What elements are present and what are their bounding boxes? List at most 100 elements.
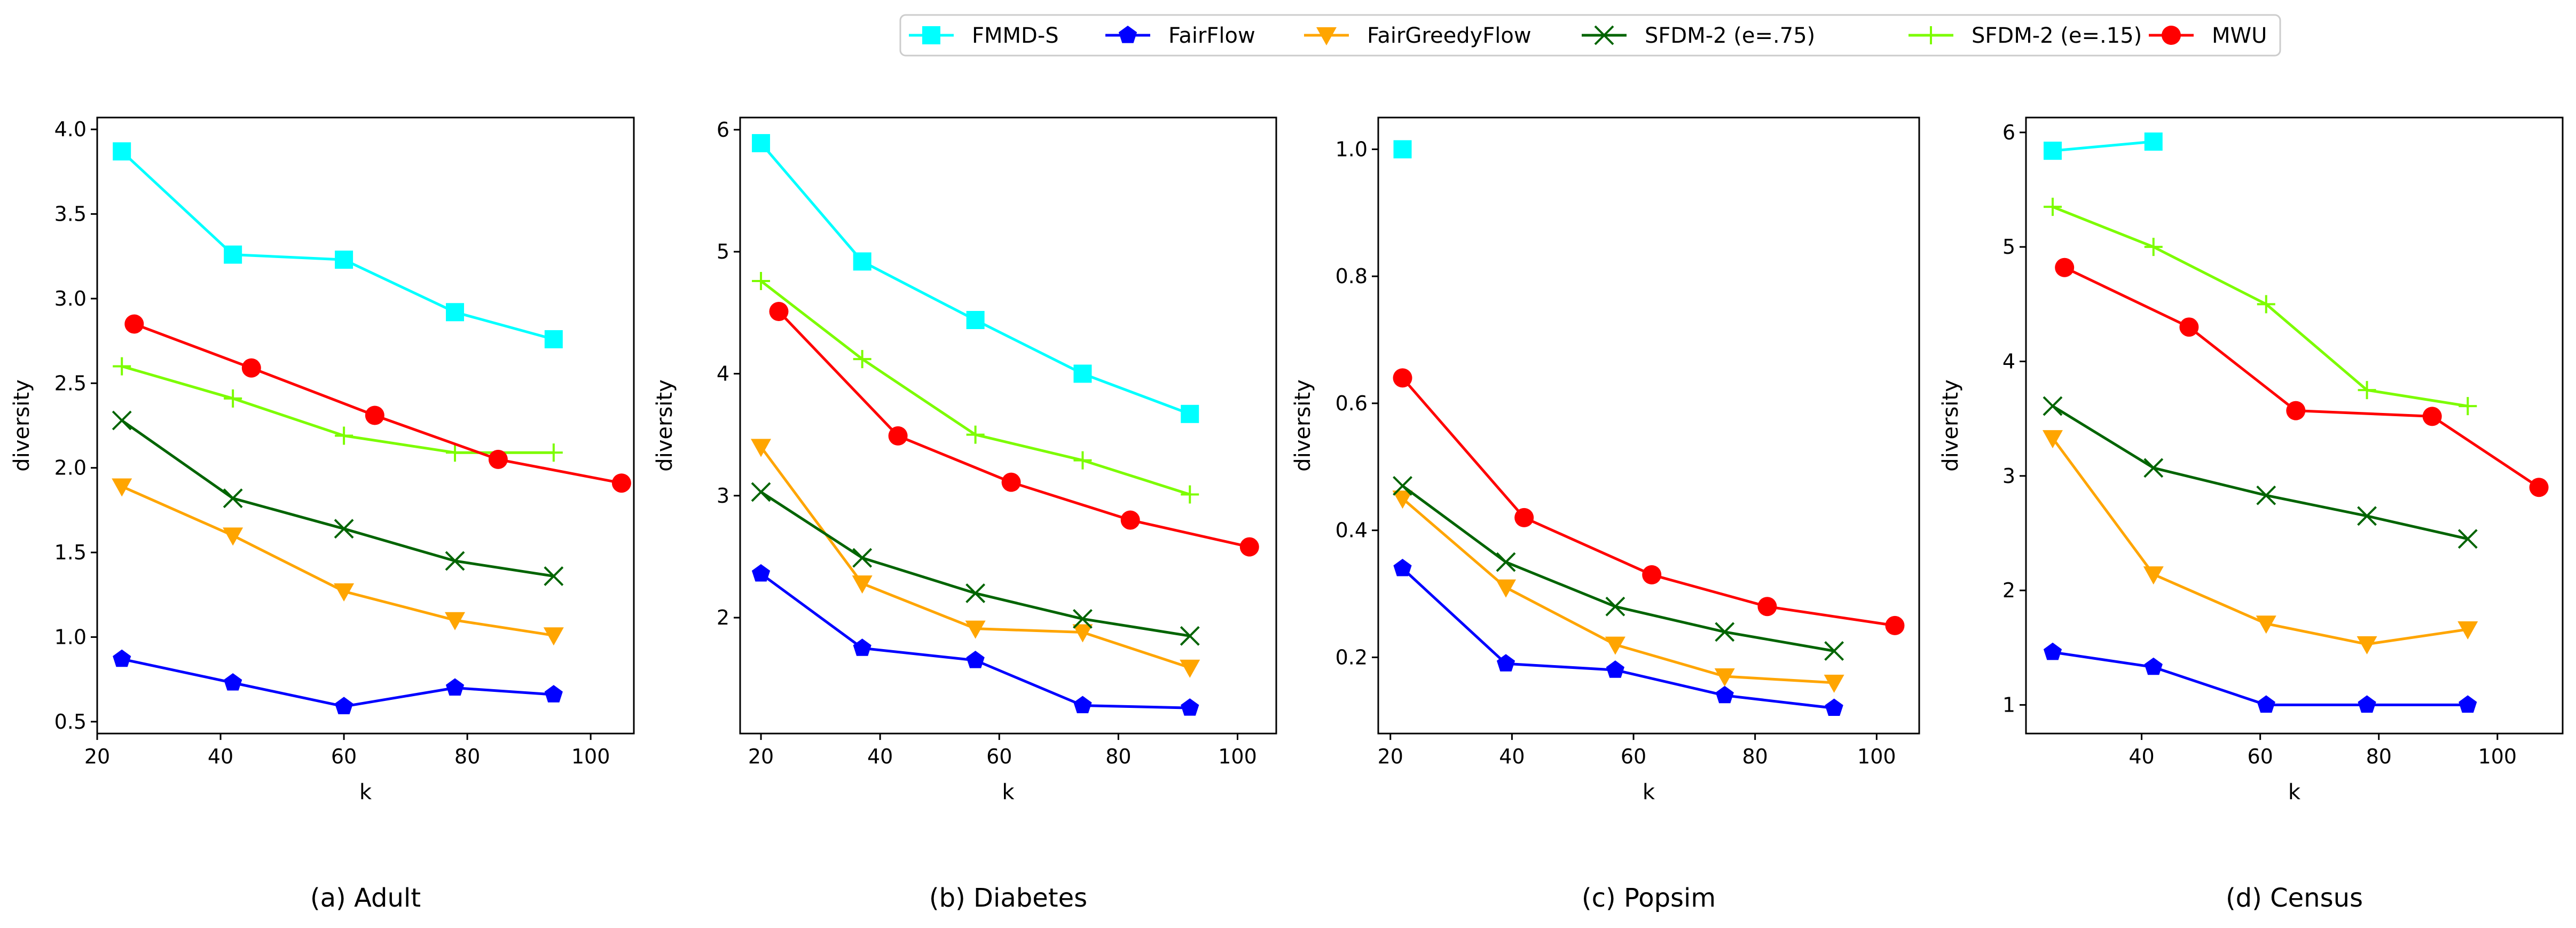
x-tick-label: 40 <box>1499 745 1525 768</box>
data-point <box>445 551 465 571</box>
data-point <box>112 410 132 431</box>
series-line <box>1402 485 1835 652</box>
y-tick-label: 4 <box>717 362 729 385</box>
data-point <box>751 482 771 502</box>
data-point <box>224 673 242 691</box>
series-sfdm-2-e-75 <box>1393 476 1844 661</box>
series-line <box>121 419 554 578</box>
series-fmmd-s <box>113 142 563 348</box>
data-point <box>2256 615 2276 634</box>
data-point <box>2143 458 2164 478</box>
data-point <box>853 638 871 656</box>
panel-caption: (d) Census <box>2226 883 2363 913</box>
data-point <box>611 473 631 493</box>
data-point <box>2358 695 2376 713</box>
chart-panel-c-popsim: 20 40 60 80 100 0.2 0.4 0.6 0.8 1.0 k diversity (c) … <box>1291 116 1920 913</box>
x-axis-label: k <box>359 780 372 805</box>
data-point <box>1073 451 1092 470</box>
data-point <box>2179 317 2199 337</box>
y-tick-label: 1.5 <box>54 541 87 564</box>
data-point <box>852 548 873 568</box>
series-sfdm-2-e-75 <box>112 410 564 586</box>
data-point <box>2043 642 2062 660</box>
legend-marker-circle <box>2162 26 2181 45</box>
data-point <box>852 575 873 594</box>
series-line <box>760 142 1191 416</box>
series-line <box>2052 404 2468 541</box>
data-point <box>2457 529 2478 549</box>
data-point <box>966 311 985 330</box>
y-tick-label: 0.5 <box>54 710 87 734</box>
series-sfdm-2-e-75 <box>751 482 1200 646</box>
data-point <box>113 649 131 667</box>
data-point <box>1239 537 1259 557</box>
y-axis-label: diversity <box>1938 379 1963 472</box>
data-point <box>2257 295 2275 314</box>
data-point <box>2357 506 2377 526</box>
data-point <box>544 330 563 348</box>
series-fmmd-s <box>2043 132 2163 160</box>
series-line <box>2052 205 2468 408</box>
series-fairflow <box>113 649 563 714</box>
data-point <box>2043 396 2063 416</box>
series-line <box>121 485 554 637</box>
data-point <box>334 519 354 539</box>
series-fmmd-s <box>752 134 1199 423</box>
data-point <box>966 651 985 668</box>
y-tick-label: 3.0 <box>54 287 87 310</box>
data-point <box>1714 668 1735 687</box>
series-line <box>2052 651 2468 706</box>
data-point <box>241 358 261 378</box>
data-point <box>2042 430 2063 449</box>
y-tick-label: 1 <box>2002 693 2015 716</box>
y-tick-label: 4 <box>2002 349 2015 373</box>
data-point <box>544 566 564 586</box>
data-point <box>2144 657 2163 675</box>
x-tick-label: 40 <box>867 745 893 768</box>
data-point <box>965 583 986 603</box>
data-point <box>751 564 771 582</box>
x-tick-label: 80 <box>2366 745 2392 768</box>
series-sfdm-2-e-15 <box>752 271 1199 504</box>
series-line <box>2064 266 2540 489</box>
data-point <box>1757 597 1777 617</box>
legend-marker-pentagon <box>1118 26 1137 43</box>
data-point <box>2459 397 2477 416</box>
legend-item-fairflow: FairFlow <box>1105 24 1255 48</box>
x-tick-label: 40 <box>2129 745 2154 768</box>
data-point <box>1824 674 1844 693</box>
data-point <box>124 314 144 334</box>
panel-caption: (b) Diabetes <box>929 883 1087 913</box>
data-point <box>1824 641 1844 661</box>
data-point <box>1606 660 1624 678</box>
series-fairgreedyflow <box>751 439 1200 678</box>
y-tick-label: 3.5 <box>54 202 87 226</box>
y-tick-label: 2.0 <box>54 456 87 480</box>
data-point <box>543 627 564 646</box>
data-point <box>1496 654 1515 672</box>
chart-panel-a-adult: 20 40 60 80 100 0.5 1.0 1.5 2.0 2.5 3.0 3.5 4.0 k dive… <box>10 116 635 913</box>
data-point <box>2257 695 2275 713</box>
data-point <box>1496 552 1516 572</box>
data-point <box>1180 626 1200 646</box>
panel-caption: (a) Adult <box>310 883 421 913</box>
series-sfdm-2-e-75 <box>2043 396 2478 549</box>
data-point <box>335 251 354 269</box>
legend-marker-plus <box>1922 26 1940 44</box>
data-point <box>752 271 771 290</box>
axes-frame <box>96 116 635 735</box>
data-point <box>965 620 986 639</box>
data-point <box>445 612 465 630</box>
x-axis-label: k <box>2288 780 2301 805</box>
axes-frame <box>739 116 1277 735</box>
data-point <box>2043 198 2062 216</box>
legend-item-sfdm-2-e-75: SFDM-2 (e=.75) <box>1582 24 1815 48</box>
data-point <box>2043 142 2062 160</box>
data-point <box>1715 685 1734 704</box>
series-sfdm-2-e-15 <box>2043 198 2477 416</box>
data-point <box>2286 401 2306 420</box>
data-point <box>1605 636 1625 655</box>
data-point <box>2144 132 2163 151</box>
data-point <box>335 426 354 445</box>
legend-label: FairGreedyFlow <box>1367 24 1532 48</box>
